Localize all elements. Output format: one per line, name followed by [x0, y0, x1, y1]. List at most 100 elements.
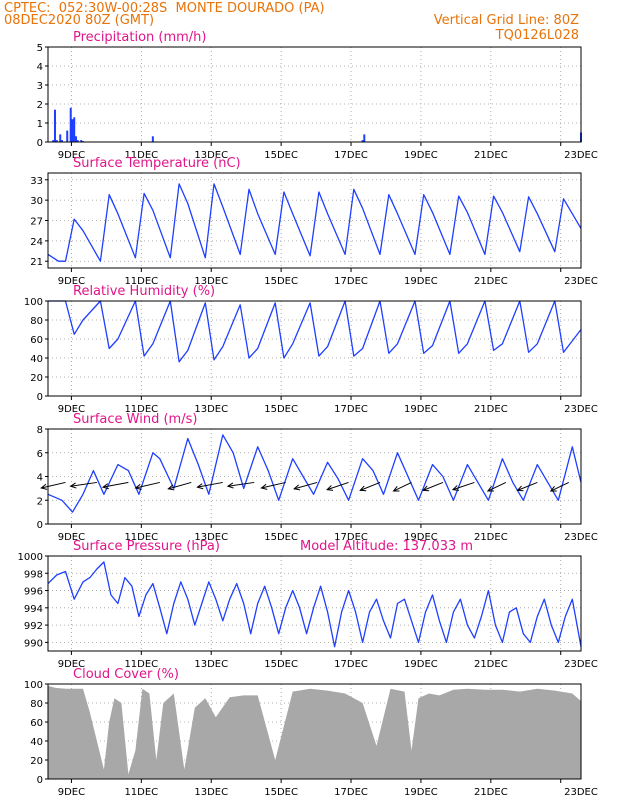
precip-xtick-label: 15DEC [264, 150, 298, 161]
wind-ytick-label: 2 [37, 496, 43, 507]
rh-ytick-label: 60 [30, 335, 43, 346]
header-grid-line: Vertical Grid Line: 80Z [433, 13, 579, 28]
cloud-area [48, 685, 581, 779]
temp-xtick-label: 9DEC [58, 276, 85, 287]
wind-xtick-label: 15DEC [264, 532, 298, 543]
cloud-ytick-label: 40 [30, 737, 43, 748]
precip-bar [69, 107, 72, 142]
rh-xtick-label: 19DEC [404, 404, 438, 415]
wind-arrowhead [69, 482, 77, 489]
wind-arrowhead [101, 483, 109, 490]
wind-ytick-label: 8 [37, 425, 43, 436]
wind-arrowhead [326, 485, 334, 491]
pressure-xtick-label: 9DEC [58, 659, 85, 670]
precip-xtick-label: 19DEC [404, 150, 438, 161]
temp-ytick-label: 21 [30, 257, 43, 268]
wind-vector [326, 481, 349, 491]
temp-xtick-label: 15DEC [264, 276, 298, 287]
cloud-xtick-label: 9DEC [58, 787, 85, 798]
wind-arrowhead [486, 486, 494, 492]
wind-arrowhead [293, 484, 301, 491]
pressure-annotation: Model Altitude: 137.033 m [300, 539, 473, 554]
wind-arrowhead [451, 485, 459, 491]
wind-arrowhead [260, 483, 268, 490]
precip-bar [74, 136, 77, 142]
wind-vector [360, 481, 381, 491]
precip-xtick-label: 9DEC [58, 150, 85, 161]
wind-frame [47, 428, 582, 525]
precip-bar [66, 130, 69, 142]
wind-vector [197, 481, 223, 488]
pressure-frame [47, 555, 582, 652]
rh-ytick-label: 20 [30, 373, 43, 384]
wind-ytick-label: 4 [37, 473, 43, 484]
precip-xtick-label: 13DEC [194, 150, 228, 161]
rh-xtick-label: 15DEC [264, 404, 298, 415]
pressure-ytick-label: 996 [24, 587, 43, 598]
wind-vector [422, 481, 444, 491]
precip-bar [60, 140, 63, 142]
wind-arrowhead [359, 485, 367, 492]
wind-vector [168, 481, 192, 490]
wind-vector [102, 481, 129, 488]
header-model: TQ0126L028 [495, 28, 579, 43]
wind-xtick-label: 17DEC [334, 532, 368, 543]
pressure-xtick-label: 19DEC [404, 659, 438, 670]
wind-xtick-label: 13DEC [194, 532, 228, 543]
wind-ytick-label: 0 [37, 520, 43, 531]
precip-bar [363, 134, 366, 142]
precip-bar [80, 140, 83, 142]
pressure-xtick-label: 13DEC [194, 659, 228, 670]
wind-arrowhead [196, 483, 204, 490]
rh-xtick-label: 9DEC [58, 404, 85, 415]
pressure-ytick-label: 998 [24, 569, 43, 580]
cloud-ytick-label: 0 [37, 775, 43, 786]
wind-arrowhead [549, 486, 557, 492]
wind-arrowhead [226, 482, 234, 489]
wind-arrowhead [167, 484, 175, 491]
rh-xtick-label: 13DEC [194, 404, 228, 415]
cloud-title: Cloud Cover (%) [73, 667, 179, 682]
header-location: CPTEC: 052:30W-00:28S MONTE DOURADO (PA) [4, 1, 325, 16]
wind-vector [452, 481, 475, 491]
cloud-xtick-label: 21DEC [474, 787, 508, 798]
wind-arrowhead [40, 483, 48, 490]
cloud-ytick-label: 100 [24, 680, 43, 691]
wind-xtick-label: 19DEC [404, 532, 438, 543]
precip-ytick-label: 1 [37, 119, 43, 130]
rh-title: Relative Humidity (%) [73, 284, 215, 299]
pressure-ytick-label: 994 [24, 604, 43, 615]
wind-arrowhead [516, 485, 524, 492]
cloud-ytick-label: 60 [30, 718, 43, 729]
temp-xtick-label: 11DEC [124, 276, 158, 287]
precip-bar [53, 109, 56, 142]
rh-ytick-label: 0 [37, 392, 43, 403]
pressure-ytick-label: 1000 [18, 552, 43, 563]
temp-title: Surface Temperature (nC) [73, 156, 241, 171]
header-run-date: 08DEC2020 80Z (GMT) [4, 13, 155, 28]
pressure-xtick-label: 11DEC [124, 659, 158, 670]
precip-bar [59, 134, 62, 142]
precip-ytick-label: 5 [37, 43, 43, 54]
precip-title: Precipitation (mm/h) [73, 30, 206, 45]
precip-bar [52, 140, 55, 142]
wind-vector [393, 481, 412, 492]
temp-line [47, 183, 582, 262]
cloud-xtick-label: 23DEC [564, 787, 598, 798]
temp-ytick-label: 27 [30, 217, 43, 228]
wind-vector [550, 481, 569, 492]
rh-ytick-label: 40 [30, 354, 43, 365]
precip-xtick-label: 21DEC [474, 150, 508, 161]
wind-vector [227, 481, 255, 487]
wind-line [47, 434, 582, 513]
pressure-xtick-label: 17DEC [334, 659, 368, 670]
precip-bar [73, 117, 76, 142]
cloud-xtick-label: 17DEC [334, 787, 368, 798]
precip-bar [361, 140, 364, 142]
wind-xtick-label: 9DEC [58, 532, 85, 543]
temp-ytick-label: 24 [30, 237, 43, 248]
precip-ytick-label: 2 [37, 100, 43, 111]
cloud-xtick-label: 13DEC [194, 787, 228, 798]
precip-ytick-label: 0 [37, 138, 43, 149]
precip-bar [55, 140, 58, 142]
